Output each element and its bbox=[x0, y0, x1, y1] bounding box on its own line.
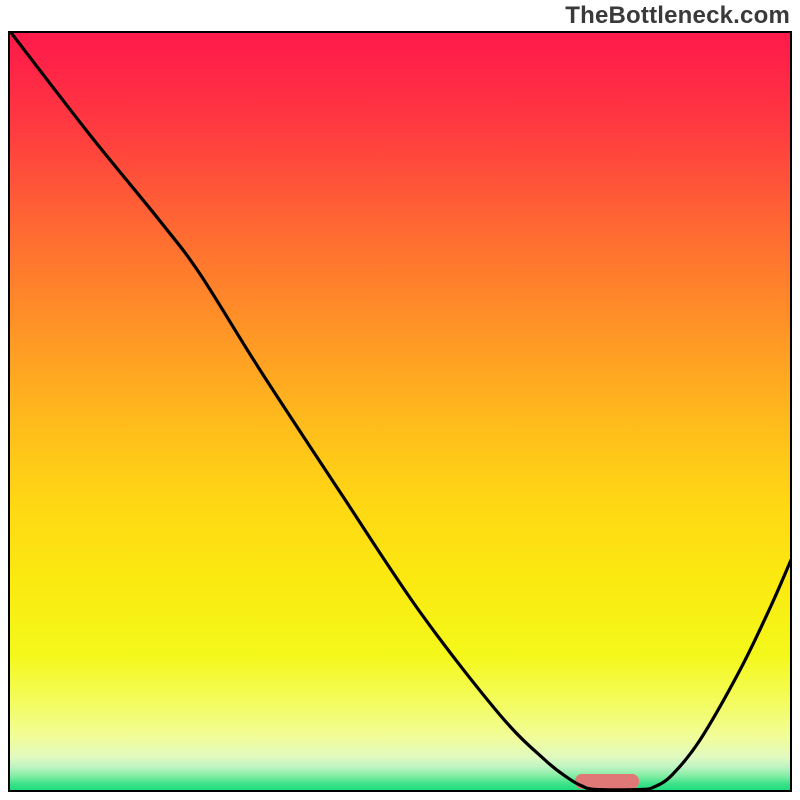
watermark-text: TheBottleneck.com bbox=[565, 2, 790, 30]
plot-background-gradient bbox=[9, 32, 791, 791]
bottleneck-chart bbox=[0, 0, 800, 800]
chart-container: TheBottleneck.com bbox=[0, 0, 800, 800]
